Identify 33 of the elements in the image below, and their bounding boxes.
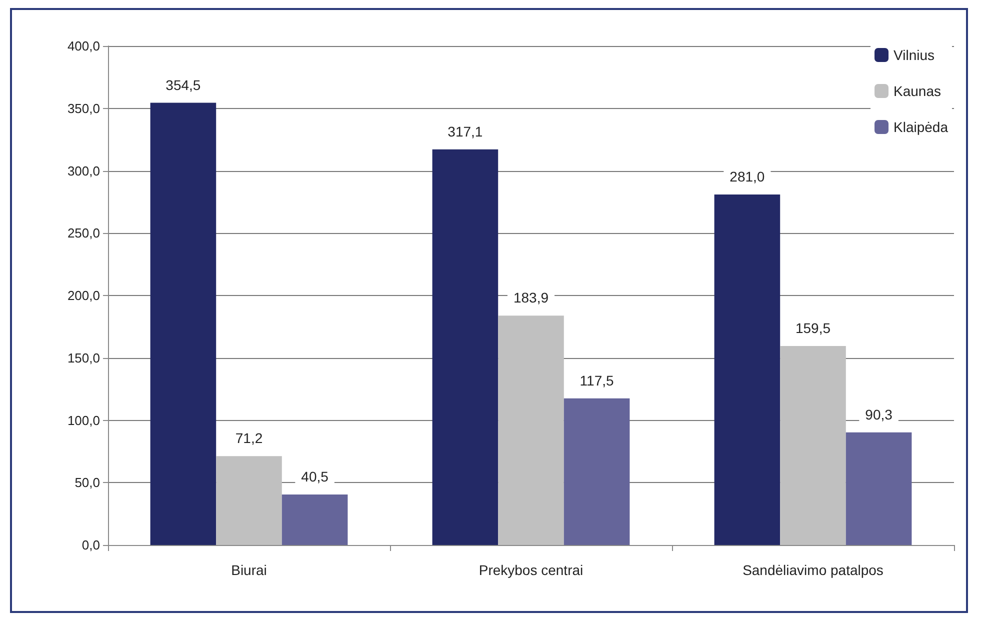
x-tick-label: Sandėliavimo patalpos (742, 562, 884, 578)
y-tick-label: 350,0 (67, 100, 100, 116)
y-tick-label: 100,0 (67, 412, 100, 428)
data-label: 71,2 (235, 430, 263, 446)
data-label: 40,5 (301, 468, 329, 484)
data-label: 281,0 (730, 168, 765, 184)
y-tick-label: 200,0 (67, 288, 100, 303)
bar (564, 398, 630, 545)
x-tick-label: Biurai (231, 562, 267, 578)
bar (780, 346, 846, 545)
legend-label: Klaipėda (894, 119, 948, 135)
y-tick-label: 0,0 (82, 538, 100, 552)
bar (498, 316, 564, 545)
bar (150, 102, 216, 545)
data-label: 354,5 (166, 76, 201, 93)
data-label: 183,9 (513, 290, 549, 306)
legend-label: Kaunas (894, 83, 941, 99)
bar (846, 432, 912, 545)
y-tick-label: 50,0 (74, 475, 100, 490)
data-label: 90,3 (865, 406, 893, 422)
y-tick-label: 400,0 (67, 38, 100, 54)
y-tick-label: 150,0 (67, 350, 100, 366)
bar (432, 149, 498, 545)
y-tick-label: 300,0 (67, 163, 100, 178)
y-tick-label: 250,0 (67, 226, 100, 241)
data-label: 317,1 (448, 123, 483, 140)
x-tick-label: Prekybos centrai (478, 562, 584, 578)
bar (282, 494, 348, 545)
bar (714, 194, 780, 545)
legend-label: Vilnius (894, 47, 935, 63)
data-label: 117,5 (580, 372, 614, 388)
data-label: 159,5 (795, 320, 831, 336)
bar (216, 456, 282, 545)
